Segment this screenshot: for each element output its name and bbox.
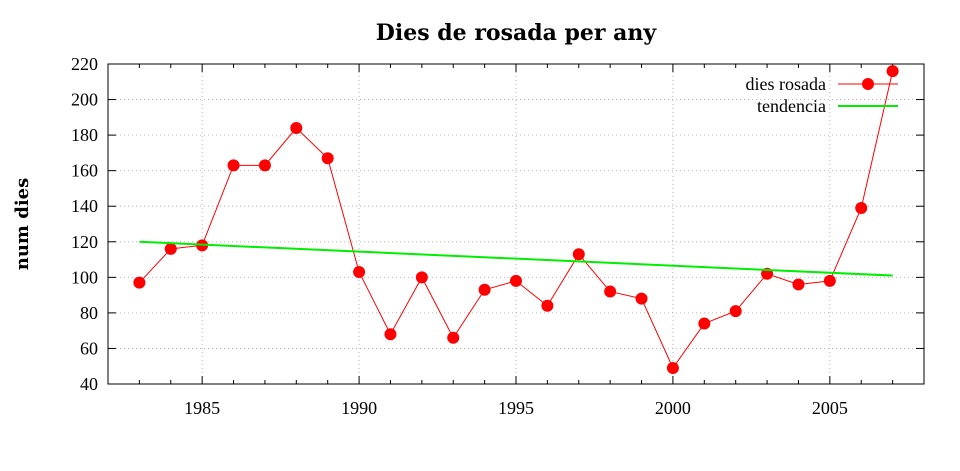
- data-point: [258, 159, 271, 172]
- data-point: [886, 65, 899, 78]
- series-layer: [133, 65, 899, 374]
- data-point: [729, 305, 742, 318]
- data-point: [823, 274, 836, 287]
- y-tick-label: 220: [71, 54, 98, 74]
- chart-title: Dies de rosada per any: [376, 20, 658, 46]
- series-line-1: [139, 240, 893, 277]
- legend-label-0: dies rosada: [746, 74, 826, 94]
- x-tick-label: 2000: [655, 398, 691, 418]
- y-tick-label: 140: [71, 196, 98, 216]
- y-tick-label: 100: [71, 267, 98, 287]
- x-tick-label: 1995: [498, 398, 534, 418]
- y-tick-label: 80: [80, 303, 98, 323]
- data-point: [384, 328, 397, 341]
- data-point: [666, 362, 679, 374]
- legend-swatch-marker-0: [862, 78, 874, 90]
- data-point: [227, 159, 240, 172]
- data-point: [635, 292, 648, 305]
- y-axis-label: num dies: [12, 178, 33, 271]
- y-tick-label: 200: [71, 90, 98, 110]
- data-point: [698, 317, 711, 330]
- y-tick-label: 60: [80, 338, 98, 358]
- data-point: [572, 248, 585, 261]
- x-tick-label: 2005: [812, 398, 848, 418]
- data-point: [415, 271, 428, 284]
- data-point: [447, 331, 460, 344]
- x-tick-label: 1990: [341, 398, 377, 418]
- axis-ticks: 40 60 80 100 120 140 160 180 200 220 1985 1990 1995 2…: [71, 54, 924, 418]
- grid: [108, 64, 924, 384]
- data-point: [855, 202, 868, 214]
- y-tick-label: 120: [71, 232, 98, 252]
- plot-frame: [107, 63, 925, 385]
- data-point: [792, 278, 805, 291]
- data-point: [353, 266, 366, 278]
- y-tick-label: 180: [71, 125, 98, 145]
- data-point: [290, 122, 303, 134]
- data-point: [164, 242, 177, 255]
- data-point: [604, 285, 617, 298]
- y-tick-label: 40: [80, 374, 98, 394]
- data-point: [541, 299, 554, 312]
- x-tick-label: 1985: [184, 398, 220, 418]
- data-point: [510, 274, 522, 287]
- data-point: [478, 283, 491, 296]
- data-point: [133, 276, 146, 289]
- legend-label-1: tendencia: [757, 96, 826, 116]
- data-point: [321, 152, 334, 165]
- y-tick-label: 160: [71, 161, 98, 181]
